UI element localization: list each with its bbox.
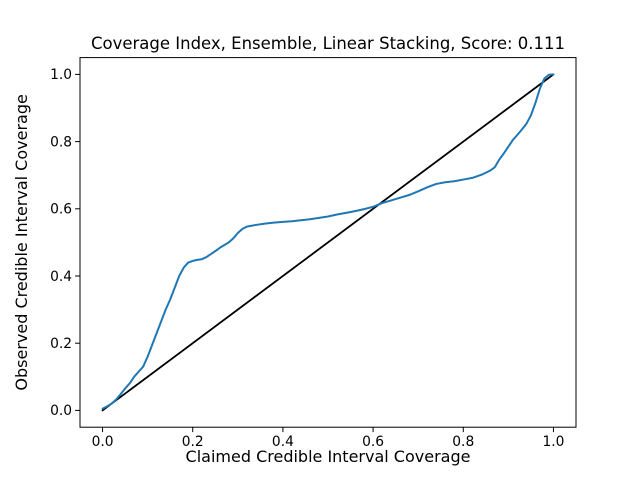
x-axis-label: Claimed Credible Interval Coverage: [186, 447, 471, 466]
y-axis-label: Observed Credible Interval Coverage: [12, 94, 31, 390]
x-tick-label: 0.0: [92, 434, 114, 450]
x-tick-label: 0.2: [182, 434, 204, 450]
observed-vs-claimed-coverage-curve: [101, 73, 555, 410]
y-tick-label: 0.4: [50, 269, 72, 285]
y-tick-label: 0.0: [50, 403, 72, 419]
chart-title: Coverage Index, Ensemble, Linear Stackin…: [91, 34, 565, 53]
x-tick-label: 0.8: [452, 434, 474, 450]
x-tick-label: 0.4: [272, 434, 294, 450]
y-tick-label: 0.2: [50, 336, 72, 352]
x-axis-ticks: 0.0 0.2 0.4 0.6 0.8 1.0: [92, 427, 564, 450]
y-tick-label: 0.6: [50, 202, 72, 218]
identity-reference-line: [101, 73, 555, 412]
y-tick-label: 1.0: [50, 67, 72, 83]
y-axis-ticks: 0.0 0.2 0.4 0.6 0.8 1.0: [50, 67, 80, 419]
plot-series: [101, 73, 555, 412]
x-tick-label: 0.6: [362, 434, 384, 450]
plot-frame: [79, 57, 577, 428]
x-tick-label: 1.0: [542, 434, 564, 450]
y-tick-label: 0.8: [50, 134, 72, 150]
